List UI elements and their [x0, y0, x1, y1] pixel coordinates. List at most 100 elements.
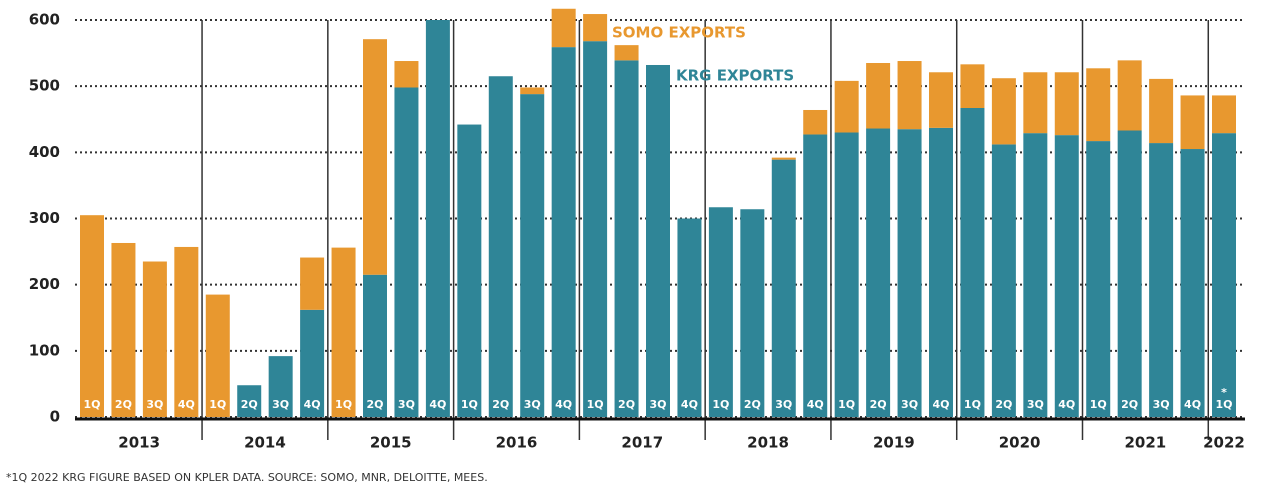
y-tick-label: 200	[29, 275, 60, 293]
y-tick-label: 100	[29, 341, 60, 359]
x-tick-label: 3Q	[1153, 398, 1170, 411]
bar-segment	[363, 39, 387, 275]
bar-segment	[1054, 72, 1079, 136]
bar-segment	[1149, 143, 1174, 417]
year-label: 2022	[1203, 434, 1245, 452]
bar-segment	[1212, 95, 1236, 134]
bar-segment	[488, 76, 513, 417]
year-label: 2019	[873, 434, 915, 452]
x-tick-label: 1Q	[335, 398, 352, 411]
year-label: 2021	[1125, 434, 1167, 452]
year-label: 2015	[370, 434, 412, 452]
bar-segment	[866, 63, 891, 129]
bar-segment	[1117, 130, 1142, 417]
x-tick-label: 1Q	[587, 398, 604, 411]
x-tick-label: 1Q	[209, 398, 226, 411]
bar-segment	[614, 60, 639, 418]
x-tick-label: 1Q	[838, 398, 855, 411]
y-tick-label: 400	[29, 143, 60, 161]
bar-segment	[394, 87, 419, 418]
bar-segment	[803, 134, 828, 418]
y-tick-label: 0	[50, 408, 60, 426]
x-tick-label: 3Q	[901, 398, 918, 411]
x-tick-label: 4Q	[178, 398, 195, 411]
x-tick-label: 2Q	[744, 398, 761, 411]
x-tick-label: 3Q	[146, 398, 163, 411]
x-tick-label: 2Q	[366, 398, 383, 411]
x-tick-label: 4Q	[555, 398, 572, 411]
x-tick-label: 2Q	[241, 398, 258, 411]
x-tick-label: 3Q	[775, 398, 792, 411]
bar-segment	[1054, 135, 1079, 417]
x-tick-label: 2Q	[115, 398, 132, 411]
bar-segment	[991, 78, 1016, 145]
x-tick-label: 2Q	[492, 398, 509, 411]
legend-label: KRG EXPORTS	[676, 67, 794, 85]
x-tick-label: 1Q	[1215, 398, 1232, 411]
x-tick-label: 4Q	[304, 398, 321, 411]
bar-segment	[614, 45, 639, 61]
bar-segment	[583, 14, 608, 42]
legend-label: SOMO EXPORTS	[612, 24, 746, 42]
y-tick-label: 500	[29, 77, 60, 95]
y-tick-label: 300	[29, 209, 60, 227]
bar-segment	[1023, 133, 1048, 417]
bar-segment	[866, 128, 891, 417]
bar-segment	[929, 72, 953, 128]
bar-segment	[1086, 68, 1111, 142]
bar-segment	[551, 47, 576, 418]
x-tick-label: 3Q	[398, 398, 415, 411]
bar-segment	[740, 209, 765, 417]
year-label: 2014	[244, 434, 286, 452]
bar-segment	[771, 157, 796, 160]
bar-segment	[268, 356, 293, 417]
x-tick-label: 1Q	[712, 398, 729, 411]
bar-segment	[1086, 141, 1111, 417]
x-tick-label: 3Q	[524, 398, 541, 411]
bar-segment	[646, 64, 670, 417]
bar-segment	[394, 61, 419, 88]
bar-segment	[300, 309, 325, 417]
bar-segment	[929, 127, 953, 417]
x-tick-label: 4Q	[807, 398, 824, 411]
x-tick-label: 2Q	[1121, 398, 1138, 411]
bar-segment	[520, 94, 545, 418]
bar-segment	[111, 242, 136, 417]
bar-segment	[363, 274, 387, 417]
bar-segment	[583, 41, 608, 417]
x-tick-label: 4Q	[429, 398, 446, 411]
bar-segment	[834, 80, 859, 133]
bar-segment	[960, 64, 985, 109]
bar-segment	[425, 20, 450, 417]
y-tick-label: 600	[29, 11, 60, 29]
year-label: 2017	[621, 434, 663, 452]
bar-segment	[205, 294, 230, 417]
bar-segment	[1180, 95, 1205, 150]
year-label: 2020	[999, 434, 1041, 452]
bar-segment	[300, 257, 325, 310]
x-tick-label: 1Q	[964, 398, 981, 411]
bar-segment	[1149, 78, 1174, 144]
bar-segment	[1212, 133, 1236, 417]
x-tick-label: 3Q	[649, 398, 666, 411]
bar-segment	[677, 218, 702, 417]
bar-segment	[551, 8, 576, 48]
x-tick-label: 4Q	[1058, 398, 1075, 411]
bar-segment	[331, 247, 356, 417]
year-label: 2018	[747, 434, 789, 452]
x-tick-label: 2Q	[995, 398, 1012, 411]
bar-segment	[1180, 149, 1205, 417]
x-tick-label: 2Q	[870, 398, 887, 411]
x-tick-label: 1Q	[83, 398, 100, 411]
bar-segment	[991, 144, 1016, 418]
year-label: 2013	[118, 434, 160, 452]
bar-segment	[1023, 72, 1048, 134]
bar-segment	[834, 132, 859, 417]
bar-segment	[897, 129, 922, 418]
footnote: *1Q 2022 KRG FIGURE BASED ON KPLER DATA.…	[6, 471, 488, 484]
annotation: *	[1221, 386, 1227, 399]
bar-segment	[897, 61, 922, 130]
x-tick-label: 1Q	[1090, 398, 1107, 411]
bar-segment	[771, 159, 796, 417]
x-tick-label: 4Q	[1184, 398, 1201, 411]
